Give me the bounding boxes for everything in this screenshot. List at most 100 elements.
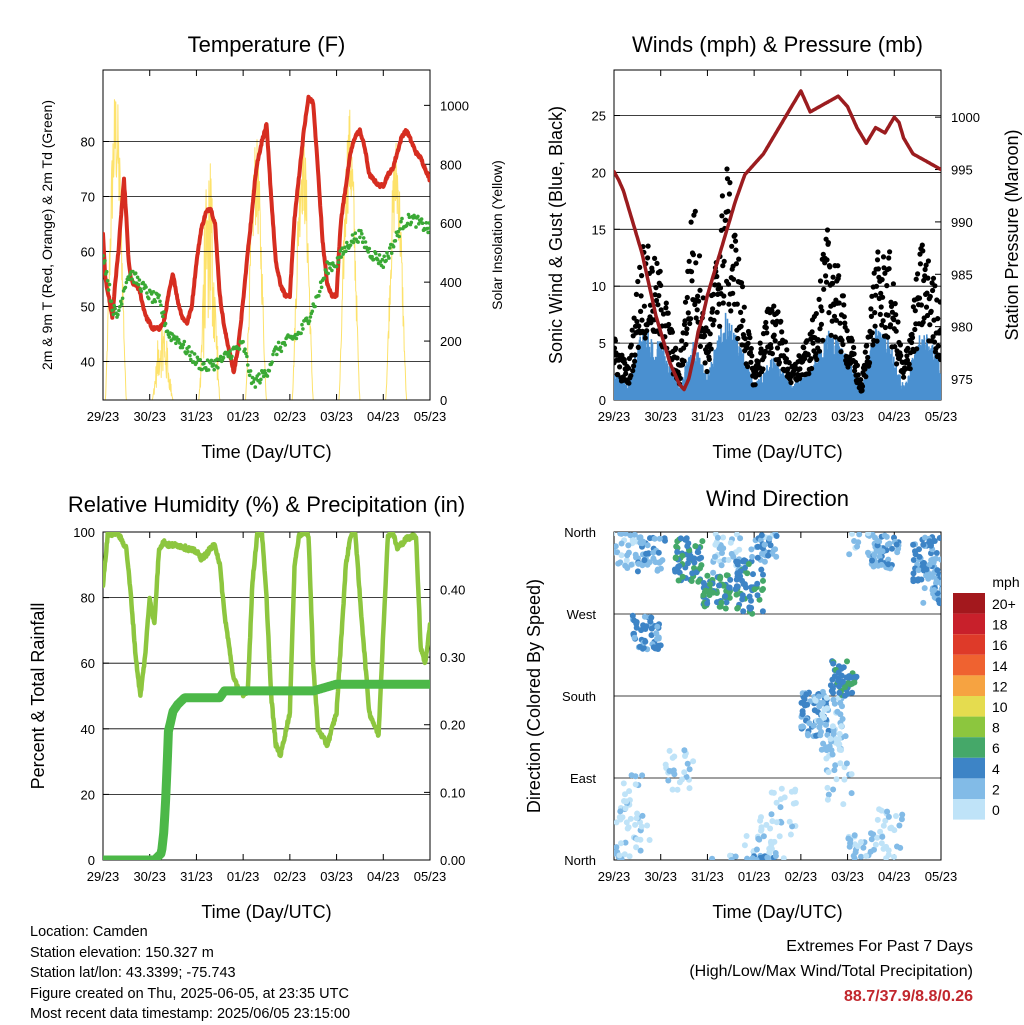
direction-point	[700, 592, 707, 599]
gust-point	[888, 299, 894, 305]
direction-point	[681, 747, 688, 754]
gust-point	[859, 383, 866, 389]
gust-point	[639, 317, 645, 323]
direction-point	[773, 533, 780, 539]
location-text: Location: Camden	[30, 924, 148, 940]
direction-point	[625, 542, 632, 549]
gust-point	[628, 342, 634, 348]
gust-point	[769, 308, 775, 314]
direction-point	[685, 560, 691, 567]
gust-point	[729, 243, 735, 249]
dewpoint-point	[175, 335, 179, 340]
direction-point	[910, 557, 917, 563]
direction-point	[772, 546, 779, 553]
gust-point	[924, 312, 931, 319]
gust-point	[904, 353, 910, 359]
direction-point	[935, 597, 941, 604]
direction-point	[754, 543, 761, 550]
legend-label: 10	[992, 699, 1008, 715]
legend-label: 6	[992, 740, 1000, 756]
dewpoint-point	[120, 296, 125, 301]
direction-point	[910, 570, 917, 577]
direction-point	[686, 766, 693, 773]
direction-point	[824, 796, 831, 803]
gust-point	[935, 316, 941, 322]
direction-point	[749, 553, 756, 560]
dewpoint-point	[267, 369, 272, 373]
direction-point	[766, 535, 773, 542]
gust-point	[820, 251, 826, 257]
gust-point	[739, 284, 746, 290]
direction-point	[744, 570, 751, 577]
gust-point	[835, 263, 841, 269]
legend-swatch	[953, 696, 985, 717]
direction-point	[849, 689, 856, 696]
gust-point	[726, 191, 733, 197]
gust-point	[755, 359, 761, 365]
dewpoint-point	[161, 314, 165, 319]
dewpoint-point	[265, 374, 270, 378]
legend-swatch	[953, 737, 985, 758]
gust-point	[784, 347, 790, 353]
gust-point	[669, 329, 676, 335]
direction-point	[696, 555, 703, 562]
dewpoint-point	[209, 358, 214, 363]
gust-point	[687, 320, 693, 327]
gust-point	[688, 316, 694, 322]
gust-point	[927, 293, 933, 300]
direction-point	[806, 720, 813, 727]
direction-point	[910, 576, 917, 582]
gust-point	[783, 356, 790, 362]
gust-point	[693, 260, 699, 266]
dewpoint-point	[165, 329, 170, 334]
gust-point	[930, 287, 936, 294]
pressure-line	[614, 89, 941, 392]
dewpoint-point	[356, 240, 360, 244]
direction-point	[850, 852, 857, 859]
gust-point	[685, 310, 691, 316]
direction-point	[835, 677, 842, 684]
dewpoint-point	[241, 339, 245, 344]
gust-point	[778, 318, 784, 324]
direction-point	[740, 608, 747, 615]
gust-point	[839, 337, 845, 343]
gust-point	[738, 323, 744, 329]
direction-point	[899, 811, 906, 818]
gust-point	[872, 323, 878, 329]
direction-point	[657, 642, 664, 649]
gust-point	[907, 366, 913, 372]
direction-point	[727, 576, 734, 583]
legend-label: 12	[992, 678, 1008, 694]
dewpoint-point	[257, 372, 261, 376]
direction-point	[682, 536, 689, 543]
dewpoint-point	[420, 221, 425, 225]
gust-point	[752, 382, 758, 388]
dewpoint-point	[159, 303, 163, 308]
direction-point	[688, 578, 695, 584]
direction-point	[620, 780, 627, 787]
direction-point	[879, 833, 886, 840]
direction-point	[710, 569, 717, 576]
gust-point	[826, 310, 832, 316]
direction-point	[812, 697, 819, 704]
direction-point	[815, 693, 822, 700]
direction-point	[755, 835, 762, 842]
dewpoint-point	[194, 360, 199, 365]
dewpoint-point	[406, 212, 411, 217]
direction-point	[810, 722, 817, 729]
gust-point	[731, 276, 737, 282]
direction-point	[641, 613, 648, 620]
direction-point	[823, 721, 830, 728]
direction-point	[830, 660, 837, 667]
direction-point	[744, 855, 751, 860]
direction-point	[893, 813, 899, 819]
direction-point	[878, 561, 885, 568]
gust-point	[732, 238, 739, 244]
gust-point	[837, 320, 843, 326]
gust-point	[644, 328, 650, 334]
gust-point	[769, 351, 776, 357]
gust-point	[653, 285, 659, 291]
dewpoint-point	[270, 360, 274, 365]
direction-point	[854, 843, 861, 850]
direction-point	[639, 772, 646, 779]
